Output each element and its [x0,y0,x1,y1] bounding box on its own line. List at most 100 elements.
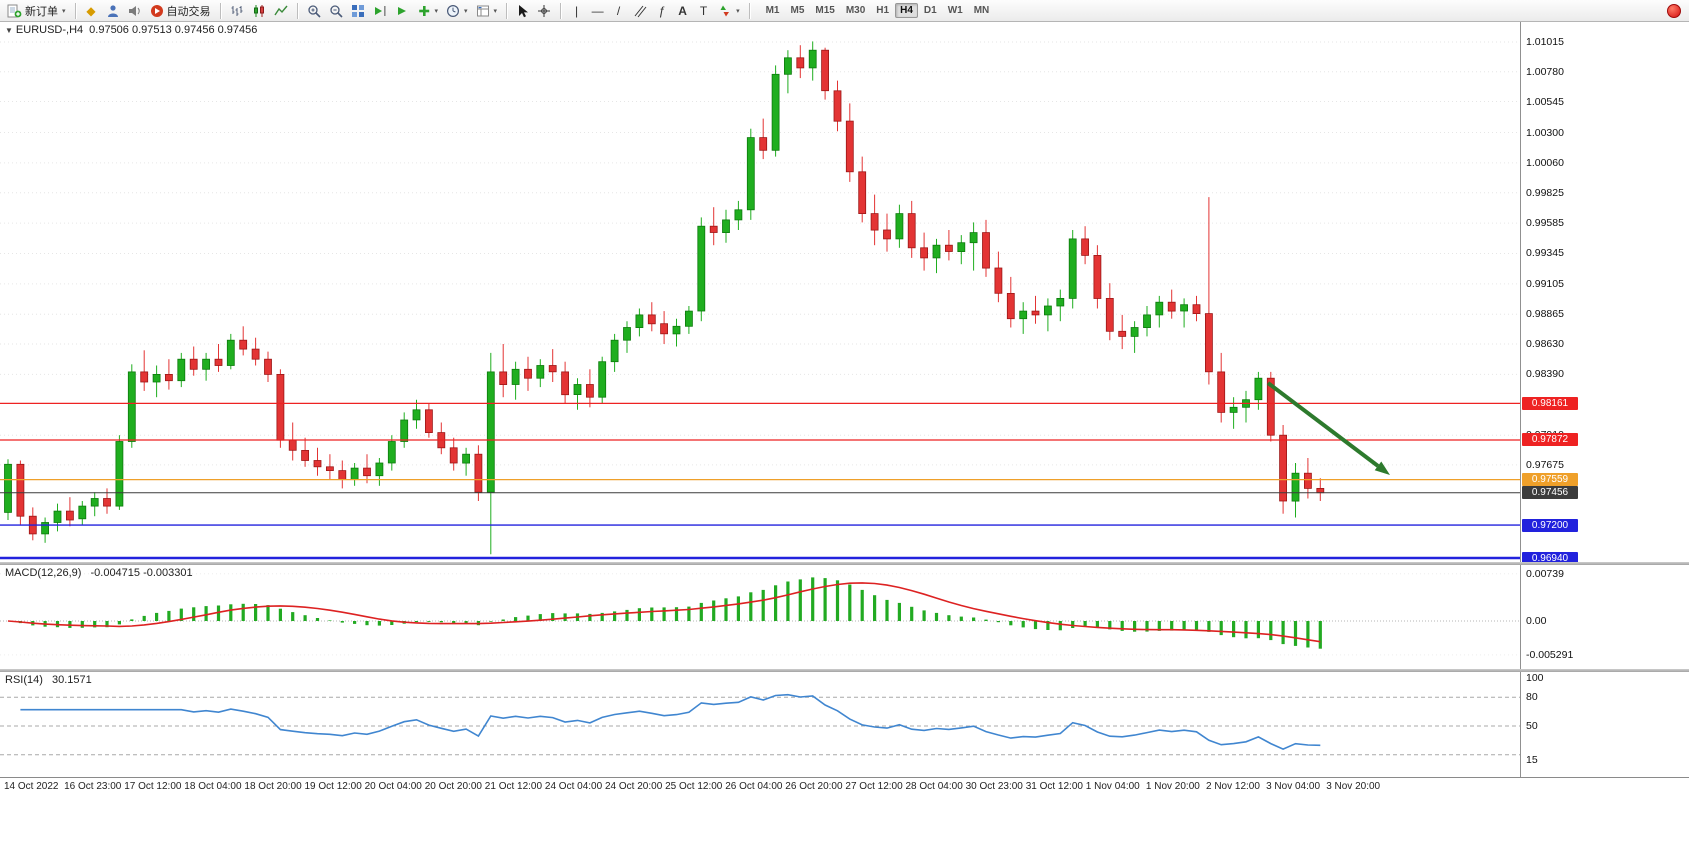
chart-container: ▼ EURUSD-,H4 0.97506 0.97513 0.97456 0.974… [0,22,1689,859]
periods-button[interactable]: ▾ [443,2,471,20]
text-label-icon: T [699,3,708,18]
timeframe-M15[interactable]: M15 [815,5,835,16]
line-chart-button[interactable] [271,2,291,20]
macd-chart-canvas[interactable] [0,565,1520,669]
time-axis-label: 3 Nov 20:00 [1326,781,1381,792]
price-axis-label: 0.98865 [1526,308,1564,321]
trend-arrow-annotation[interactable] [1266,381,1380,468]
tile-windows-button[interactable] [348,2,368,20]
timeframe-D1[interactable]: D1 [923,5,937,16]
macd-label: MACD(12,26,9) [5,567,82,579]
price-axis-label: 0.99345 [1526,247,1564,260]
rsi-chart-canvas[interactable] [0,672,1520,777]
equidistant-channel-icon [634,5,647,17]
templates-icon [476,5,489,16]
time-axis[interactable]: 14 Oct 2022 16 Oct 23:00 17 Oct 12:00 18 Oc… [0,777,1689,796]
rsi-axis[interactable]: 100 80 50 15 [1520,672,1689,777]
chevron-down-icon: ▾ [736,7,740,15]
timeframe-W1[interactable]: W1 [947,5,963,16]
arrows-tool-button[interactable]: ▾ [715,2,743,20]
time-axis-label: 24 Oct 04:00 [544,781,603,792]
trendline-tool-button[interactable]: / [609,2,628,20]
crosshair-button[interactable] [534,2,554,20]
toolbar-separator [748,2,750,19]
rsi-pane: RSI(14) 30.1571 100 80 50 15 [0,672,1689,777]
navigator-person-icon [107,4,118,17]
channel-tool-button[interactable] [630,2,650,20]
zoom-in-button[interactable] [304,2,324,20]
new-order-label: 新订单 [25,5,58,18]
price-axis-label: 0.99825 [1526,186,1564,199]
price-axis-label: 1.00780 [1526,65,1564,78]
timeframe-H4[interactable]: H4 [895,3,918,18]
speaker-icon [128,5,140,16]
bottom-empty-area [0,796,1689,859]
price-chart-canvas[interactable] [0,22,1520,562]
time-axis-label: 24 Oct 20:00 [605,781,663,792]
price-pane-header: ▼ EURUSD-,H4 0.97506 0.97513 0.97456 0.974… [5,24,257,36]
fibonacci-tool-button[interactable]: ƒ [652,2,671,20]
support-line-badge: 0.96940 [1522,551,1578,562]
timeframe-H1[interactable]: H1 [876,5,890,16]
crosshair-icon [538,4,551,17]
time-axis-label: 20 Oct 04:00 [364,781,422,792]
trend-arrow-head[interactable] [1374,461,1390,476]
time-axis-label: 26 Oct 20:00 [785,781,843,792]
alert-icon[interactable] [1667,3,1681,18]
trendline-icon: / [616,3,621,18]
vertical-line-tool-button[interactable]: | [567,2,586,20]
ohlc-values-label: 0.97506 0.97513 0.97456 0.97456 [89,24,258,36]
market-watch-button[interactable]: ◆ [82,2,101,20]
chevron-down-icon: ▾ [434,7,439,15]
resistance-line-badge: 0.98161 [1522,396,1578,410]
timeframe-M5[interactable]: M5 [790,5,805,16]
cursor-button[interactable] [513,2,532,20]
zoom-in-icon [307,4,321,18]
market-watch-icon: ◆ [86,3,96,18]
macd-axis[interactable]: 0.00739 0.00 -0.005291 [1520,565,1689,669]
zoom-out-button[interactable] [326,2,346,20]
alerts-sound-button[interactable] [125,2,145,20]
pane-divider[interactable] [0,562,1689,565]
new-order-icon [7,4,22,17]
time-axis-label: 27 Oct 12:00 [845,781,903,792]
timeframe-MN[interactable]: MN [973,5,990,16]
price-axis-label: 0.98630 [1526,338,1564,350]
arrow-objects-icon [720,5,730,16]
time-axis-label: 1 Nov 20:00 [1145,781,1200,792]
navigator-button[interactable] [103,2,123,20]
time-axis-label: 19 Oct 12:00 [304,781,362,792]
price-axis-label: 0.99105 [1526,277,1564,290]
indicators-plus-icon [418,5,429,16]
time-axis-label: 30 Oct 23:00 [965,781,1023,792]
rsi-axis-label: 50 [1526,720,1538,732]
new-order-button[interactable]: 新订单 ▾ [4,2,69,20]
horizontal-line-tool-button[interactable]: — [588,2,607,20]
pane-divider[interactable] [0,669,1689,672]
autotrading-label: 自动交易 [166,5,211,18]
timeframe-M30[interactable]: M30 [845,5,866,16]
timeframe-M1[interactable]: M1 [765,5,780,16]
time-axis-label: 20 Oct 20:00 [424,781,482,792]
price-axis[interactable]: 1.01015 1.00780 1.00545 1.00300 1.00060 0.998… [1520,22,1689,562]
chevron-down-icon: ▾ [62,7,66,15]
auto-scroll-button[interactable] [392,2,412,20]
candlestick-chart-button[interactable] [249,2,269,20]
collapse-indicator-icon[interactable]: ▼ [5,26,13,35]
autotrading-button[interactable]: 自动交易 [147,2,214,20]
cursor-arrow-icon [519,4,529,17]
tile-windows-icon [351,4,364,17]
macd-axis-label: -0.005291 [1526,648,1574,661]
text-tool-button[interactable]: A [673,2,692,20]
pivot-line-badge: 0.97559 [1522,473,1578,487]
time-axis-label: 14 Oct 2022 [4,781,59,792]
text-label-tool-button[interactable]: T [694,2,713,20]
chart-shift-button[interactable] [370,2,390,20]
price-axis-label: 0.98390 [1526,368,1564,381]
templates-button[interactable]: ▾ [473,2,501,20]
price-axis-label: 1.01015 [1526,36,1564,48]
bar-chart-button[interactable] [227,2,247,20]
indicators-button[interactable]: ▾ [414,2,442,20]
text-icon: A [678,3,687,18]
price-axis-label: 1.00300 [1526,126,1564,139]
